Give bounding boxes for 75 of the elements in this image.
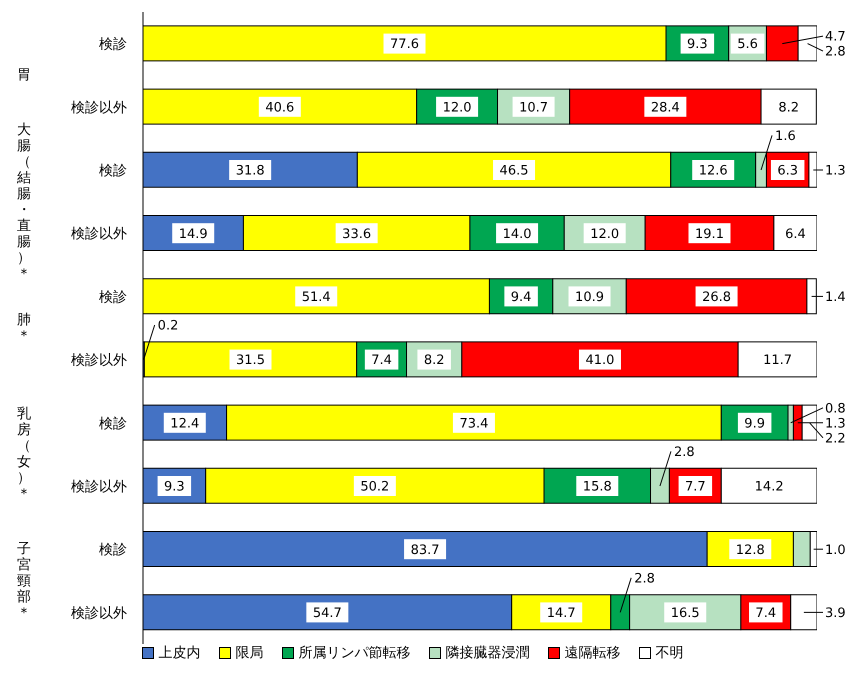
text: 大腸（結腸・直腸）＊ [17, 122, 31, 282]
legend-label: 上皮内 [158, 644, 200, 662]
data-label: 41.0 [585, 353, 614, 368]
legend-label: 限局 [236, 644, 264, 662]
data-label: 3.9 [825, 606, 846, 621]
data-label: 7.4 [755, 606, 776, 621]
text: 乳房（女）＊ [17, 406, 31, 502]
data-label: 10.9 [575, 290, 604, 305]
data-label: 10.7 [519, 100, 548, 116]
data-label: 9.9 [744, 416, 765, 432]
y-tick-label: 検診以外 [71, 605, 127, 622]
data-label: 33.6 [342, 226, 372, 242]
y-tick-label: 検診以外 [71, 100, 127, 116]
y-tick-label: 検診 [99, 542, 127, 558]
data-label: 14.0 [502, 226, 532, 242]
data-label: 2.2 [825, 431, 846, 446]
data-label: 31.5 [236, 353, 265, 368]
data-label: 9.3 [687, 37, 708, 52]
data-label: 12.0 [590, 226, 620, 242]
data-label: 40.6 [265, 100, 294, 116]
data-label: 12.8 [736, 542, 765, 558]
data-label: 9.3 [164, 480, 185, 495]
data-label: 0.2 [158, 318, 178, 334]
data-label: 12.4 [170, 416, 200, 432]
data-label: 6.4 [785, 226, 806, 242]
data-label: 8.2 [778, 100, 800, 116]
y-tick-label: 検診 [99, 36, 127, 53]
data-label: 15.8 [582, 480, 612, 495]
data-label: 83.7 [410, 542, 440, 558]
legend-label: 隣接臓器浸潤 [446, 644, 530, 662]
data-label: 6.3 [777, 164, 798, 179]
data-label: 11.7 [763, 353, 792, 368]
data-label: 51.4 [302, 290, 331, 305]
data-label: 1.3 [825, 164, 846, 179]
data-label: 16.5 [670, 606, 700, 621]
data-label: 9.4 [510, 290, 532, 305]
y-tick-label: 検診 [99, 416, 127, 432]
data-label: 14.2 [754, 480, 784, 495]
data-label: 54.7 [312, 606, 342, 621]
data-label: 28.4 [650, 100, 680, 116]
data-label: 0.8 [825, 401, 846, 416]
data-label: 31.8 [236, 164, 265, 179]
data-label: 50.2 [360, 480, 390, 495]
data-label: 12.0 [442, 100, 472, 116]
data-label: 2.8 [674, 444, 695, 460]
data-label: 77.6 [390, 37, 419, 52]
data-label: 1.3 [825, 416, 846, 432]
text: 胃 [17, 67, 31, 84]
data-label: 4.7 [825, 30, 846, 45]
data-label: 7.7 [685, 480, 706, 495]
data-label: 19.1 [695, 226, 724, 242]
y-tick-label: 検診以外 [71, 226, 127, 242]
data-label: 14.9 [178, 226, 208, 242]
data-label: 12.6 [698, 164, 728, 179]
y-tick-label: 検診以外 [71, 478, 127, 495]
data-label: 14.7 [546, 606, 576, 621]
y-tick-label: 検診以外 [71, 352, 127, 369]
legend-label: 所属リンパ節転移 [298, 644, 410, 662]
data-label: 2.8 [825, 44, 846, 60]
y-tick-label: 検診 [99, 162, 127, 179]
data-label: 46.5 [500, 164, 529, 179]
data-label: 1.4 [825, 290, 846, 305]
data-label: 26.8 [702, 290, 732, 305]
legend-label: 遠隔転移 [564, 644, 620, 662]
data-label: 1.6 [775, 128, 796, 144]
data-label: 5.6 [737, 37, 758, 52]
data-label: 8.2 [424, 353, 445, 368]
text: 子宮頸部＊ [17, 540, 31, 621]
legend-label: 不明 [656, 644, 684, 662]
data-label: 73.4 [459, 416, 488, 432]
data-label: 2.8 [634, 571, 655, 586]
data-label: 7.4 [371, 353, 392, 368]
data-label: 1.0 [825, 542, 846, 558]
text: 肺＊ [17, 312, 31, 344]
y-tick-label: 検診 [99, 289, 127, 306]
